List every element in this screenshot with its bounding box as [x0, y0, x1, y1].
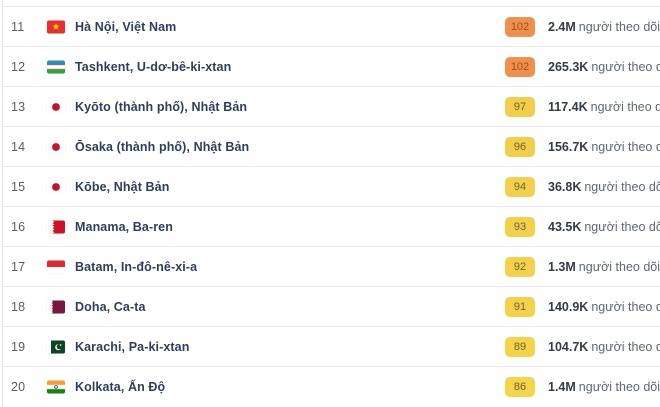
- follower-suffix: người theo dõi: [578, 259, 660, 274]
- follower-count: 1.4M người theo dõi: [548, 380, 660, 394]
- follower-number: 43.5K: [548, 219, 582, 234]
- score-badge: 91: [505, 296, 535, 317]
- follower-suffix: người theo dõi: [578, 379, 660, 394]
- score-badge: 93: [505, 216, 535, 237]
- table-row[interactable]: 16 Manama, Ba-ren 93 43.5K người theo dõi: [3, 207, 660, 247]
- city-name: Manama, Ba-ren: [75, 219, 173, 234]
- table-row[interactable]: 14 Ōsaka (thành phố), Nhật Bản 96 156.7K…: [3, 127, 660, 167]
- city-name: Kōbe, Nhật Bản: [75, 179, 170, 194]
- follower-number: 104.7K: [548, 339, 589, 354]
- follower-number: 1.3M: [548, 259, 576, 274]
- qatar-flag-icon: [47, 300, 65, 313]
- table-row[interactable]: 19 Karachi, Pa-ki-xtan 89 104.7K người th…: [3, 327, 660, 367]
- table-row[interactable]: 11 Hà Nội, Việt Nam 102 2.4M người theo d…: [3, 7, 660, 47]
- follower-number: 36.8K: [548, 179, 582, 194]
- follower-suffix: người theo dõi: [584, 179, 660, 194]
- follower-count: 2.4M người theo dõi: [548, 20, 660, 34]
- city-name: Batam, In-đô-nê-xi-a: [75, 259, 198, 274]
- city-name: Doha, Ca-ta: [75, 299, 146, 314]
- city-name: Ōsaka (thành phố), Nhật Bản: [75, 139, 250, 154]
- vietnam-flag-icon: [47, 20, 65, 33]
- city-name: Hà Nội, Việt Nam: [75, 19, 177, 34]
- city-ranking-list: 11 Hà Nội, Việt Nam 102 2.4M người theo d…: [3, 7, 660, 406]
- bahrain-flag-icon: [47, 220, 65, 233]
- rank-number: 12: [11, 59, 26, 74]
- follower-number: 2.4M: [548, 19, 576, 34]
- follower-count: 1.3M người theo dõi: [548, 260, 660, 274]
- rank-number: 13: [11, 99, 26, 114]
- city-name: Tashkent, U-dơ-bê-ki-xtan: [75, 59, 232, 74]
- rank-number: 18: [11, 299, 26, 314]
- follower-number: 265.3K: [548, 59, 589, 74]
- table-row[interactable]: 20 Kolkata, Ấn Độ 86 1.4M người theo dõi: [3, 367, 660, 406]
- india-flag-icon: [47, 380, 65, 393]
- previous-row-partial: [3, 0, 660, 7]
- follower-suffix: người theo dõi: [590, 99, 660, 114]
- city-name: Kolkata, Ấn Độ: [75, 379, 166, 394]
- follower-suffix: người theo dõi: [591, 339, 660, 354]
- follower-number: 1.4M: [548, 379, 576, 394]
- city-name: Kyōto (thành phố), Nhật Bản: [75, 99, 248, 114]
- score-badge: 92: [505, 256, 535, 277]
- rank-number: 19: [11, 339, 26, 354]
- follower-number: 140.9K: [548, 299, 589, 314]
- score-badge: 102: [505, 56, 535, 77]
- score-badge: 89: [505, 336, 535, 357]
- rank-number: 16: [11, 219, 26, 234]
- japan-flag-icon: [47, 100, 65, 113]
- follower-count: 43.5K người theo dõi: [548, 220, 660, 234]
- table-row[interactable]: 12 Tashkent, U-dơ-bê-ki-xtan 102 265.3K n…: [3, 47, 660, 87]
- follower-number: 156.7K: [548, 139, 589, 154]
- japan-flag-icon: [47, 180, 65, 193]
- rank-number: 17: [11, 259, 26, 274]
- score-badge: 94: [505, 176, 535, 197]
- city-name: Karachi, Pa-ki-xtan: [75, 339, 190, 354]
- rank-number: 14: [11, 139, 26, 154]
- score-badge: 86: [505, 376, 535, 397]
- score-badge: 96: [505, 136, 535, 157]
- follower-suffix: người theo dõi: [591, 299, 660, 314]
- table-row[interactable]: 13 Kyōto (thành phố), Nhật Bản 97 117.4K…: [3, 87, 660, 127]
- follower-suffix: người theo dõi: [591, 139, 660, 154]
- follower-suffix: người theo dõi: [591, 59, 660, 74]
- rank-number: 11: [11, 19, 25, 34]
- rank-number: 15: [11, 179, 26, 194]
- score-badge: 97: [505, 96, 535, 117]
- score-badge: 102: [505, 16, 535, 37]
- follower-count: 36.8K người theo dõi: [548, 180, 660, 194]
- follower-suffix: người theo dõi: [578, 19, 660, 34]
- follower-suffix: người theo dõi: [584, 219, 660, 234]
- pakistan-flag-icon: [47, 340, 65, 353]
- table-row[interactable]: 17 Batam, In-đô-nê-xi-a 92 1.3M người the…: [3, 247, 660, 287]
- uzbekistan-flag-icon: [47, 60, 65, 73]
- indonesia-flag-icon: [47, 260, 65, 273]
- follower-number: 117.4K: [548, 99, 588, 114]
- rank-number: 20: [11, 379, 26, 394]
- japan-flag-icon: [47, 140, 65, 153]
- table-row[interactable]: 15 Kōbe, Nhật Bản 94 36.8K người theo dõi: [3, 167, 660, 207]
